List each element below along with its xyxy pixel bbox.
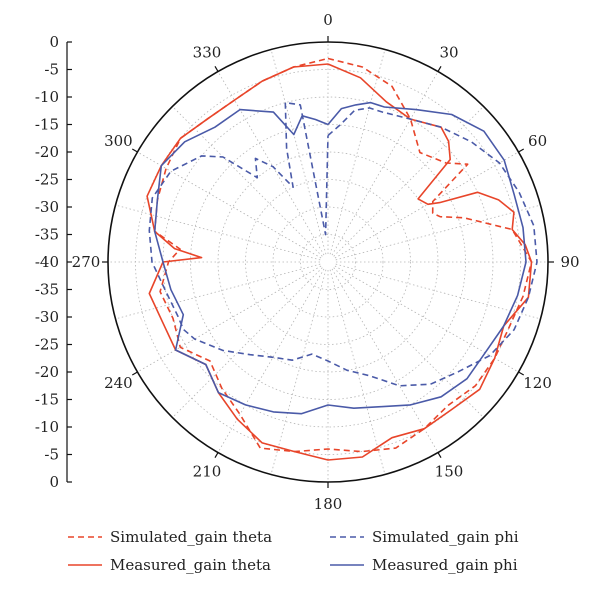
radial-tick-label: -35: [35, 226, 59, 244]
outer-ring: [107, 41, 549, 483]
grid-spoke: [335, 263, 541, 320]
grid-spoke: [137, 265, 322, 373]
angle-label: 270: [72, 253, 101, 271]
angle-tick: [131, 371, 138, 376]
grid-spoke: [334, 151, 519, 259]
grid-spoke: [333, 106, 484, 257]
angle-label: 60: [528, 132, 547, 150]
legend-label: Simulated_gain theta: [110, 528, 272, 546]
grid-spoke: [331, 268, 439, 453]
angle-label: 120: [523, 374, 552, 392]
grid-spoke: [115, 204, 321, 261]
grid-spoke: [217, 268, 325, 453]
grid-ring: [217, 151, 439, 373]
grid-spoke: [270, 49, 327, 255]
angle-label: 210: [193, 463, 222, 481]
radial-axis: 0 -5 -10 -15 -20 -25 -30 -35 -40 -35 -30 -25 -20 -15 -…: [35, 33, 72, 491]
grid-ring: [245, 179, 411, 345]
grid-spoke: [331, 71, 439, 256]
grid-spoke: [172, 106, 323, 257]
radial-tick-label: -10: [35, 88, 59, 106]
series-lines: [146, 57, 538, 461]
radial-tick-label: -30: [35, 198, 59, 216]
grid-spoke: [115, 263, 321, 320]
radial-tick-label: 0: [49, 473, 59, 491]
series-line: [146, 63, 533, 461]
grid-ring: [300, 234, 356, 290]
radial-tick-label: -20: [35, 363, 59, 381]
grid-ring: [272, 206, 384, 318]
radial-tick-label: -40: [35, 253, 59, 271]
grid-ring: [135, 69, 521, 455]
grid-spoke: [329, 49, 386, 255]
radial-tick-label: -15: [35, 116, 59, 134]
angle-label: 30: [439, 43, 458, 61]
angle-tick: [518, 148, 525, 153]
grid-ring: [107, 41, 549, 483]
angle-tick: [214, 452, 219, 459]
angle-tick: [214, 65, 219, 72]
radial-tick-label: -5: [44, 61, 59, 79]
angle-tick: [437, 452, 442, 459]
radial-tick-label: -5: [44, 446, 59, 464]
grid-spoke: [334, 265, 519, 373]
angle-label: 240: [104, 374, 133, 392]
radial-tick-label: -25: [35, 336, 59, 354]
polar-grid: [107, 41, 549, 483]
grid-spoke: [217, 71, 325, 256]
series-line: [153, 57, 533, 453]
grid-spoke: [137, 151, 322, 259]
radial-tick-label: -30: [35, 308, 59, 326]
grid-spoke: [333, 267, 484, 418]
angle-label: 0: [323, 11, 333, 29]
legend: Simulated_gain theta Simulated_gain phi Me…: [68, 528, 519, 574]
legend-label: Simulated_gain phi: [372, 528, 519, 546]
series-line: [153, 101, 527, 415]
legend-label: Measured_gain phi: [372, 556, 518, 574]
angle-tick: [131, 148, 138, 153]
radial-tick-label: -10: [35, 418, 59, 436]
angle-labels: 0 30 60 90 120 150 180 210 240 270 300 330: [72, 11, 580, 513]
angle-label: 90: [560, 253, 579, 271]
grid-spoke: [172, 267, 323, 418]
grid-spoke: [329, 269, 386, 475]
grid-spoke: [335, 204, 541, 261]
legend-label: Measured_gain theta: [110, 556, 271, 574]
angle-label: 300: [104, 132, 133, 150]
angle-tick: [518, 371, 525, 376]
angle-label: 180: [314, 495, 343, 513]
angle-label: 330: [193, 43, 222, 61]
radial-tick-label: 0: [49, 33, 59, 51]
radial-tick-label: -35: [35, 281, 59, 299]
series-line: [148, 101, 538, 387]
grid-spoke: [270, 269, 327, 475]
angle-tick: [437, 65, 442, 72]
radial-tick-label: -20: [35, 143, 59, 161]
radial-tick-label: -25: [35, 171, 59, 189]
angle-label: 150: [435, 463, 464, 481]
radial-tick-label: -15: [35, 391, 59, 409]
